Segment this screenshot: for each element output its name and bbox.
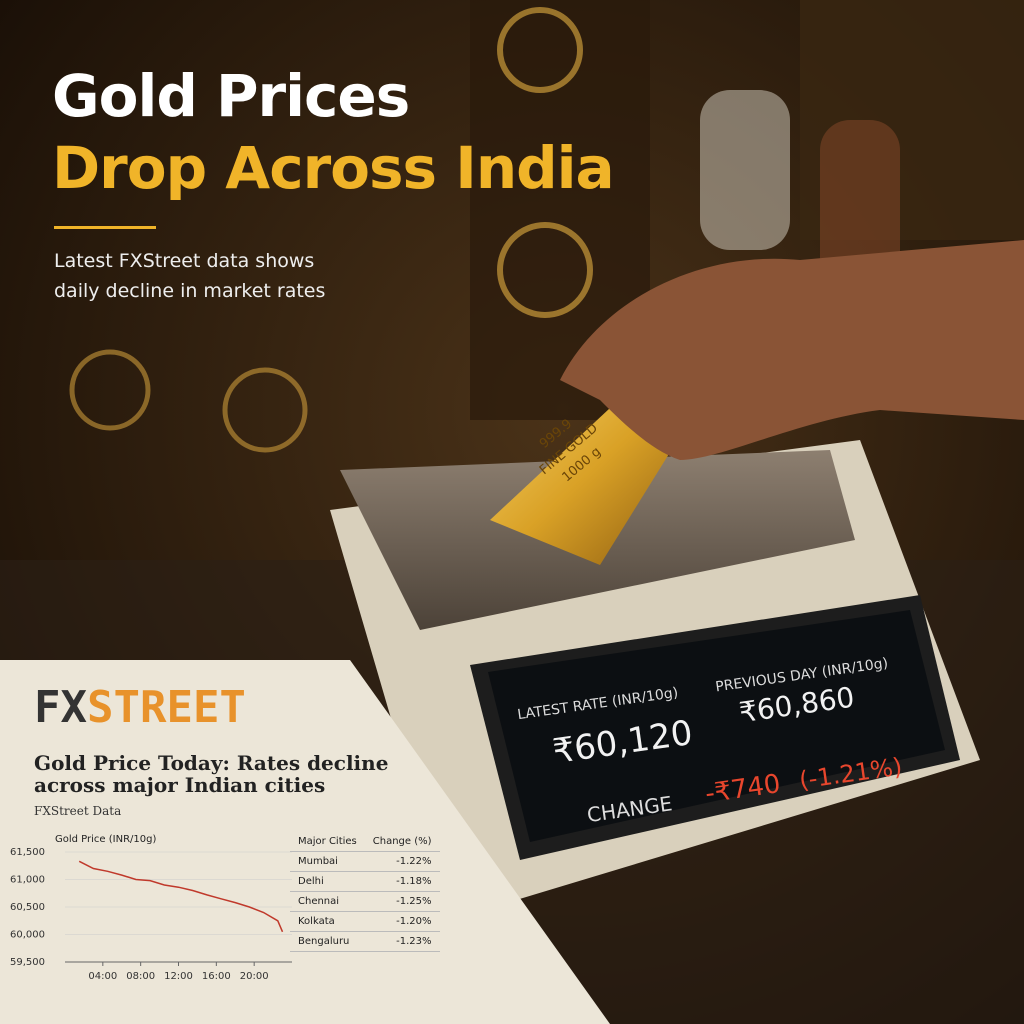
article-headline: Gold Price Today: Rates decline across m…	[34, 751, 389, 797]
price-chart: Gold Price (INR/10g) 59,500 60,000 60,500 6…	[10, 834, 292, 982]
price-line	[78, 860, 284, 933]
table-row: Delhi -1.18%	[290, 871, 440, 892]
table-cell: Bengaluru	[290, 931, 365, 952]
x-tick-label: 20:00	[240, 971, 269, 982]
table-row: Mumbai -1.22%	[290, 851, 440, 872]
chart-title: Gold Price (INR/10g)	[55, 834, 156, 845]
x-tick-label: 08:00	[126, 971, 155, 982]
table-cell: -1.20%	[364, 911, 440, 932]
table-cell: -1.25%	[364, 891, 440, 912]
table-cell: Delhi	[290, 871, 365, 892]
subtitle: daily decline in market rates	[54, 280, 326, 302]
table-cell: Kolkata	[290, 911, 365, 932]
table-cell: -1.23%	[364, 931, 440, 952]
headline: Gold Prices	[52, 62, 410, 130]
table-cell: Chennai	[290, 891, 365, 912]
table-body: Mumbai -1.22% Delhi -1.18% Chennai -1.25% Kolk…	[290, 851, 440, 952]
table-row: Kolkata -1.20%	[290, 911, 440, 932]
x-tick-label: 16:00	[202, 971, 231, 982]
y-tick-label: 61,000	[10, 875, 45, 886]
y-tick-label: 60,500	[10, 902, 45, 913]
column-header: Change (%)	[364, 832, 440, 852]
y-tick-label: 60,000	[10, 930, 45, 941]
headline: Drop Across India	[52, 134, 615, 202]
table-header: Major Cities Change (%)	[290, 832, 440, 852]
divider	[54, 226, 156, 229]
byline: FXStreet Data	[34, 804, 122, 818]
column-header: Major Cities	[290, 832, 365, 852]
table-cell: -1.18%	[364, 871, 440, 892]
table-row: Bengaluru -1.23%	[290, 931, 440, 952]
y-tick-label: 61,500	[10, 847, 45, 858]
table-cell: Mumbai	[290, 851, 365, 872]
table-row: Chennai -1.25%	[290, 891, 440, 912]
x-tick-label: 12:00	[164, 971, 193, 982]
city-table: Major Cities Change (%) Mumbai -1.22% Delhi…	[290, 832, 440, 952]
x-tick-label: 04:00	[88, 971, 117, 982]
y-tick-label: 59,500	[10, 957, 45, 968]
brand-street: STREET	[86, 682, 246, 733]
table-cell: -1.22%	[364, 851, 440, 872]
brand-fx: FX	[34, 682, 87, 733]
subtitle: Latest FXStreet data shows	[54, 250, 315, 272]
brand: FXSTREET	[34, 682, 246, 733]
